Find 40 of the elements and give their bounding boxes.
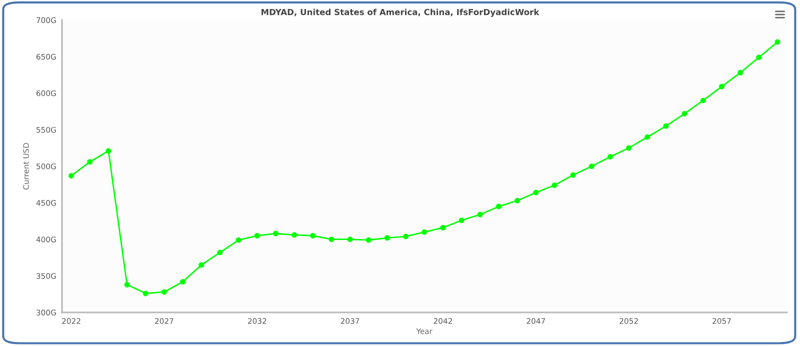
point [180, 278, 186, 285]
point [422, 229, 428, 235]
point [496, 204, 502, 210]
point [292, 232, 298, 238]
point [106, 148, 112, 154]
point [310, 232, 316, 238]
point [756, 54, 762, 60]
point [366, 237, 372, 243]
point [570, 172, 576, 178]
point [217, 250, 223, 256]
point [87, 159, 93, 165]
point [124, 282, 130, 288]
point [328, 236, 334, 242]
point [626, 145, 632, 151]
point [588, 163, 594, 170]
point [644, 134, 650, 140]
point [533, 190, 539, 196]
point [142, 290, 148, 296]
point [384, 235, 390, 241]
point [477, 212, 483, 218]
chart-title: MDYAD, United States of America, China, IfsForDyadicWork [262, 8, 540, 17]
point [440, 224, 446, 230]
point [403, 234, 409, 240]
point [663, 123, 669, 129]
point [161, 289, 167, 295]
point [682, 110, 688, 116]
point [347, 236, 353, 242]
point [68, 172, 74, 179]
point [738, 70, 744, 76]
point [700, 98, 706, 104]
point [607, 154, 614, 160]
point [552, 182, 558, 188]
point [198, 262, 204, 268]
point [272, 230, 278, 236]
point [514, 198, 520, 204]
point [458, 218, 464, 224]
point [236, 237, 242, 243]
point [254, 232, 260, 238]
point [718, 84, 725, 90]
point [774, 39, 780, 45]
